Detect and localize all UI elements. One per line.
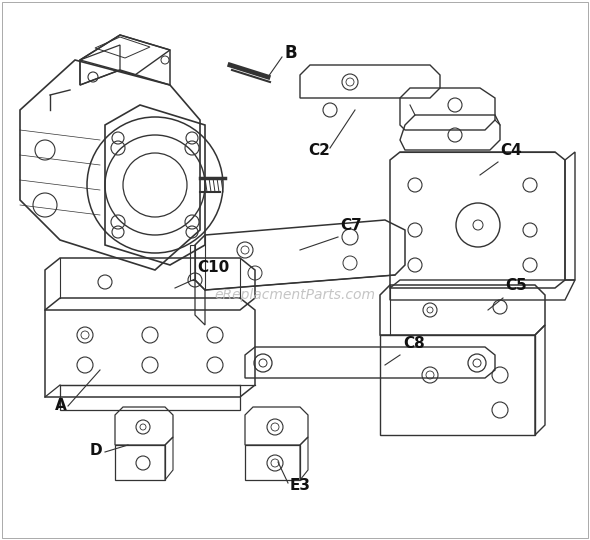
Text: C10: C10 (197, 260, 230, 275)
Text: D: D (90, 443, 103, 458)
Text: E3: E3 (290, 478, 311, 493)
Text: C4: C4 (500, 143, 522, 158)
Text: C2: C2 (308, 143, 330, 158)
Text: C7: C7 (340, 218, 362, 233)
Text: A: A (55, 398, 67, 413)
Text: eReplacmentParts.com: eReplacmentParts.com (215, 288, 375, 302)
Text: B: B (285, 44, 297, 62)
Text: C5: C5 (505, 278, 527, 293)
Text: C8: C8 (403, 336, 425, 351)
